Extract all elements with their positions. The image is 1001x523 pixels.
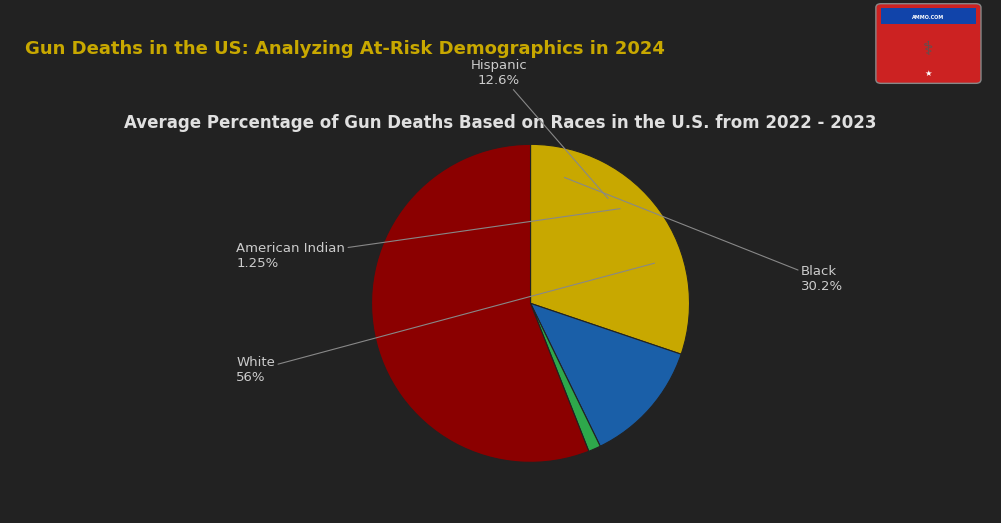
Wedge shape (531, 303, 601, 451)
Bar (881, 7, 976, 24)
Text: AMMO.COM: AMMO.COM (912, 15, 945, 20)
Wedge shape (531, 144, 690, 354)
Text: Black
30.2%: Black 30.2% (565, 177, 843, 293)
Text: Hispanic
12.6%: Hispanic 12.6% (470, 59, 608, 199)
Text: Gun Deaths in the US: Analyzing At-Risk Demographics in 2024: Gun Deaths in the US: Analyzing At-Risk … (25, 40, 665, 58)
Text: White
56%: White 56% (236, 263, 655, 384)
Wedge shape (531, 303, 681, 446)
Wedge shape (371, 144, 589, 462)
FancyBboxPatch shape (876, 4, 981, 83)
Text: ★: ★ (925, 69, 932, 78)
Text: American Indian
1.25%: American Indian 1.25% (236, 209, 621, 270)
Text: ⚕: ⚕ (923, 40, 934, 59)
Text: Average Percentage of Gun Deaths Based on Races in the U.S. from 2022 - 2023: Average Percentage of Gun Deaths Based o… (124, 115, 877, 132)
